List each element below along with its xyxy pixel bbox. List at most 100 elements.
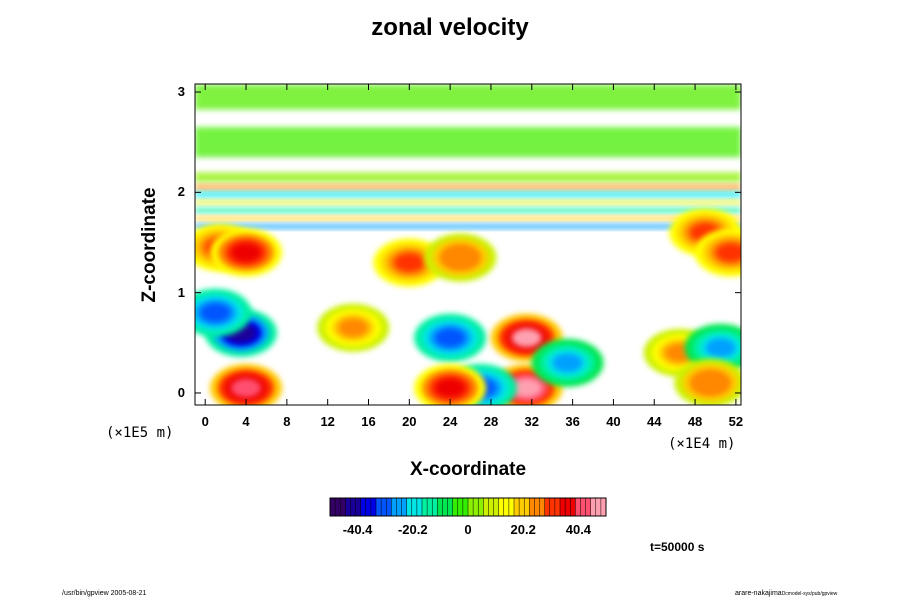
colorbar-swatch [549, 498, 556, 516]
x-tick-label: 36 [565, 414, 580, 429]
footer-right-sub: Dcmodel-sys/pub/gpview [781, 591, 838, 597]
colorbar-swatch [493, 498, 500, 516]
colorbar-swatch [422, 498, 428, 516]
shading-band [195, 216, 741, 221]
colorbar-tick-label: 20.2 [510, 522, 536, 537]
colorbar-swatch [432, 498, 438, 516]
colorbar-swatch [452, 498, 459, 516]
colorbar-swatch [376, 498, 382, 516]
colorbar-swatch [468, 498, 474, 516]
colorbar [329, 497, 607, 517]
negative-velocity-cell [435, 328, 466, 348]
positive-velocity-cell [715, 243, 741, 262]
footer-right-main: arare-nakajima [735, 590, 782, 597]
colorbar-swatch [427, 498, 433, 516]
colorbar-swatch [457, 498, 464, 516]
colorbar-swatch [350, 498, 357, 516]
colorbar-swatch [442, 498, 449, 516]
y-tick-label: 2 [177, 184, 185, 200]
colorbar-swatch [411, 498, 418, 516]
x-tick-label: 8 [283, 414, 291, 429]
chart-title: zonal velocity [371, 14, 529, 41]
colorbar-swatch [483, 498, 489, 516]
shading-band [195, 184, 741, 190]
colorbar-swatch [503, 498, 510, 516]
x-tick-label: 4 [242, 414, 250, 429]
x-tick-label: 40 [606, 414, 621, 429]
negative-velocity-cell [705, 338, 736, 358]
colorbar-swatch [406, 498, 413, 516]
shading-band [195, 191, 741, 198]
footer-right: arare-nakajimaDcmodel-sys/pub/gpview [735, 590, 837, 597]
shading-band [195, 84, 741, 110]
colorbar-swatch [565, 498, 571, 516]
footer-left: /usr/bin/gpview 2005-08-21 [62, 590, 147, 597]
x-tick-label: 20 [402, 414, 417, 429]
colorbar-swatch [519, 498, 525, 516]
colorbar-swatch [391, 498, 397, 516]
positive-velocity-cell [445, 248, 476, 267]
colorbar-swatch [355, 498, 362, 516]
x-tick-label: 0 [201, 414, 209, 429]
x-tick-label: 48 [687, 414, 703, 429]
colorbar-swatch [595, 498, 602, 516]
colorbar-swatch [437, 498, 443, 516]
positive-velocity-cell [231, 378, 262, 398]
colorbar-swatch [401, 498, 408, 516]
positive-velocity-cell [435, 378, 466, 398]
x-tick-label: 16 [361, 414, 376, 429]
colorbar-swatch [498, 498, 505, 516]
negative-velocity-cell [200, 303, 231, 323]
colorbar-swatch [580, 498, 587, 516]
colorbar-swatch [554, 498, 561, 516]
axis-ticks [195, 84, 741, 405]
positive-velocity-cell [511, 378, 542, 398]
colorbar-swatch [340, 498, 346, 516]
colorbar-swatch [514, 498, 520, 516]
x-tick-label: 12 [320, 414, 335, 429]
positive-velocity-cell [394, 253, 425, 272]
shading-band [195, 172, 741, 183]
colorbar-swatch [365, 498, 372, 516]
x-axis-label: X-coordinate [409, 459, 527, 480]
colorbar-tick-label: 40.4 [565, 522, 592, 537]
colorbar-swatch [529, 498, 535, 516]
colorbar-swatch [462, 498, 469, 516]
shading-band [195, 207, 741, 213]
positive-velocity-cell [695, 373, 726, 393]
x-tick-label: 52 [728, 414, 744, 429]
colorbar-swatch [345, 498, 351, 516]
positive-velocity-cell [338, 318, 369, 338]
colorbar-swatch [524, 498, 530, 516]
colorbar-tick-label: 0 [464, 522, 472, 537]
colorbar-swatch [335, 498, 341, 516]
colorbar-swatch [539, 498, 546, 516]
colorbar-swatch [585, 498, 592, 516]
shading-band [195, 127, 741, 158]
y-axis-unit: (×1E5 m) [106, 425, 174, 441]
colorbar-swatch [600, 498, 607, 516]
colorbar-swatch [508, 498, 515, 516]
colorbar-swatch [590, 498, 597, 516]
y-tick-label: 1 [177, 284, 185, 300]
plot-frame [194, 83, 742, 406]
y-tick-label: 3 [177, 84, 185, 100]
shading-band [195, 223, 741, 229]
x-axis-unit: (×1E4 m) [668, 436, 736, 452]
colorbar-swatch [570, 498, 576, 516]
colorbar-swatch [330, 498, 336, 516]
colorbar-swatch [447, 498, 454, 516]
shading-band [195, 200, 741, 205]
x-tick-label: 28 [483, 414, 499, 429]
colorbar-swatch [534, 498, 541, 516]
colorbar-swatch [473, 498, 479, 516]
colorbar-tick-label: -20.2 [397, 522, 428, 537]
y-tick-label: 0 [177, 384, 185, 400]
colorbar-tick-label: -40.4 [342, 522, 373, 537]
colorbar-swatch [488, 498, 495, 516]
colorbar-swatch [386, 498, 392, 516]
colorbar-swatch [370, 498, 377, 516]
colorbar-swatch [560, 498, 566, 516]
colorbar-swatch [416, 498, 423, 516]
